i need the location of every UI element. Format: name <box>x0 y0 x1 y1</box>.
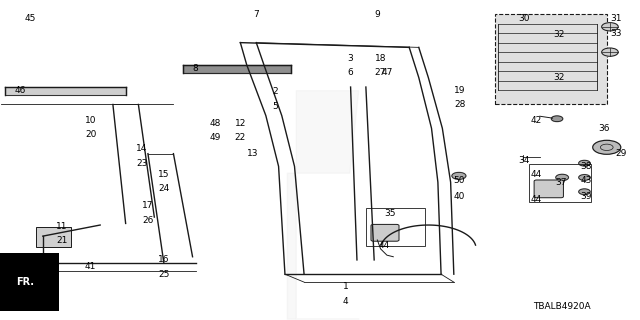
Text: 30: 30 <box>518 14 530 23</box>
Text: 46: 46 <box>15 86 26 95</box>
Text: 33: 33 <box>611 28 622 38</box>
Text: 43: 43 <box>580 176 592 185</box>
Text: 35: 35 <box>385 209 396 219</box>
Text: 37: 37 <box>555 178 566 187</box>
Text: 14: 14 <box>136 144 147 153</box>
Text: 45: 45 <box>24 14 36 23</box>
Text: 31: 31 <box>611 14 622 23</box>
Circle shape <box>602 23 618 31</box>
Text: 40: 40 <box>453 192 465 201</box>
Text: 17: 17 <box>142 202 154 211</box>
Text: 28: 28 <box>454 100 466 109</box>
Text: 7: 7 <box>253 10 259 19</box>
Text: 48: 48 <box>209 119 221 128</box>
Text: 1: 1 <box>342 282 348 292</box>
Text: 36: 36 <box>598 124 609 133</box>
Bar <box>36 227 72 247</box>
Text: 5: 5 <box>273 101 278 111</box>
Circle shape <box>593 140 621 154</box>
Text: TBALB4920A: TBALB4920A <box>533 302 591 311</box>
Text: 44: 44 <box>378 241 389 250</box>
Text: 49: 49 <box>209 133 221 142</box>
Text: 39: 39 <box>580 192 592 201</box>
Text: 22: 22 <box>235 133 246 142</box>
Text: 32: 32 <box>553 30 564 39</box>
Text: 42: 42 <box>531 116 542 125</box>
Text: 9: 9 <box>374 10 380 19</box>
Text: 26: 26 <box>142 216 154 225</box>
Circle shape <box>452 172 466 179</box>
Circle shape <box>579 175 590 180</box>
Text: 25: 25 <box>158 270 170 279</box>
Circle shape <box>602 48 618 56</box>
Text: 8: 8 <box>193 63 198 73</box>
Text: 38: 38 <box>580 162 592 171</box>
Text: 10: 10 <box>85 116 97 125</box>
FancyBboxPatch shape <box>534 180 563 198</box>
Text: 18: 18 <box>375 54 387 63</box>
Text: 44: 44 <box>531 170 542 179</box>
Text: 24: 24 <box>158 184 170 193</box>
Text: 19: 19 <box>454 86 466 95</box>
Text: 3: 3 <box>348 54 353 63</box>
Text: 44: 44 <box>531 195 542 204</box>
Text: 4: 4 <box>342 297 348 306</box>
Text: 6: 6 <box>348 68 353 77</box>
Text: 47: 47 <box>381 68 392 77</box>
Text: 15: 15 <box>158 170 170 179</box>
Bar <box>495 14 607 105</box>
Text: 23: 23 <box>136 159 147 168</box>
Circle shape <box>556 174 568 180</box>
FancyBboxPatch shape <box>371 224 399 241</box>
Text: 21: 21 <box>56 236 68 245</box>
Text: 12: 12 <box>235 119 246 128</box>
Text: FR.: FR. <box>17 277 35 287</box>
Text: 13: 13 <box>247 149 259 158</box>
Text: 16: 16 <box>158 255 170 264</box>
Text: 11: 11 <box>56 222 68 231</box>
Text: 20: 20 <box>85 130 96 139</box>
Text: 29: 29 <box>615 149 627 158</box>
Text: 34: 34 <box>518 156 529 164</box>
Circle shape <box>579 160 590 166</box>
Circle shape <box>551 116 563 122</box>
Bar <box>529 164 591 202</box>
Circle shape <box>579 189 590 195</box>
Bar <box>366 208 424 246</box>
Text: 32: 32 <box>553 73 564 82</box>
Text: 27: 27 <box>375 68 386 77</box>
Text: 2: 2 <box>273 87 278 96</box>
Text: 50: 50 <box>453 176 465 185</box>
Text: 41: 41 <box>85 262 96 271</box>
